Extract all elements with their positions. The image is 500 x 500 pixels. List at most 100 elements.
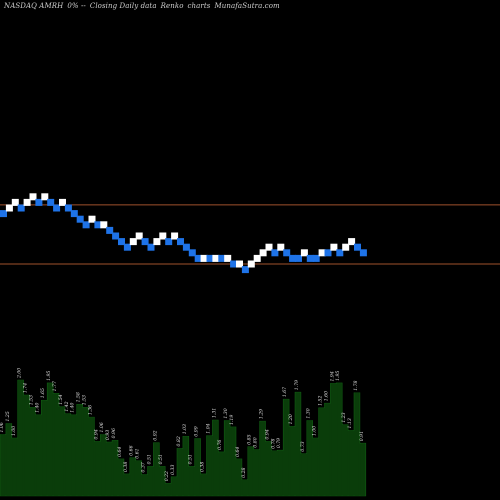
renko-brick — [265, 243, 273, 251]
volume-label: 0.66 — [129, 445, 135, 455]
volume-bar — [48, 382, 53, 496]
renko-brick — [318, 249, 326, 257]
renko-brick — [359, 249, 367, 257]
volume-label: 0.79 — [276, 438, 282, 448]
volume-label: 1.60 — [323, 391, 329, 401]
volume-bar — [195, 438, 200, 496]
renko-brick — [88, 215, 96, 223]
renko-brick — [300, 249, 308, 257]
volume-label: 0.61 — [135, 448, 141, 458]
volume-bar — [337, 382, 342, 496]
volume-bar — [12, 438, 17, 496]
volume-bar — [77, 404, 82, 496]
volume-label: 1.42 — [64, 401, 70, 411]
renko-brick — [123, 243, 131, 251]
volume-bar — [130, 457, 135, 496]
renko-brick — [295, 254, 302, 262]
volume-label: 1.40 — [70, 402, 76, 412]
volume-bar — [254, 449, 259, 496]
volume-label: 1.06 — [99, 422, 105, 432]
volume-label: 0.51 — [188, 454, 194, 464]
volume-bar — [301, 453, 306, 496]
renko-brick — [188, 249, 196, 257]
renko-brick — [11, 198, 19, 206]
volume-bar — [272, 450, 277, 496]
charts-label: charts — [187, 2, 211, 10]
volume-bar — [189, 466, 194, 496]
volume-bar — [1, 434, 5, 496]
renko-brick — [247, 260, 255, 268]
volume-label: 1.31 — [211, 408, 217, 418]
volume-label: 0.38 — [123, 462, 129, 472]
volume-label: 0.96 — [111, 428, 117, 438]
volume-label: 1.00 — [11, 426, 17, 436]
renko-label: Renko — [160, 2, 184, 10]
renko-brick — [354, 243, 361, 251]
volume-bar — [343, 424, 348, 496]
volume-label: 1.79 — [294, 380, 300, 390]
volume-label: 0.28 — [241, 467, 247, 477]
volume-label: 0.33 — [170, 465, 176, 475]
renko-brick — [100, 221, 108, 229]
renko-brick — [0, 210, 7, 218]
renko-brick — [283, 249, 291, 257]
renko-brick — [41, 193, 49, 201]
volume-bar — [349, 430, 353, 496]
renko-brick — [106, 226, 114, 234]
renko-brick — [312, 254, 320, 262]
volume-bar — [278, 450, 283, 496]
volume-bar — [119, 458, 123, 496]
volume-label: 1.52 — [318, 396, 324, 406]
renko-brick — [200, 254, 208, 262]
volume-bar — [201, 473, 206, 496]
volume-bar — [242, 479, 247, 496]
renko-brick — [306, 254, 314, 262]
volume-label: 0.73 — [300, 441, 306, 451]
volume-bar — [42, 400, 47, 496]
volume-label: 0.80 — [253, 437, 259, 447]
volume-label: 0.93 — [105, 430, 111, 440]
volume-bar — [237, 458, 241, 496]
renko-brick — [147, 243, 155, 251]
volume-bar — [54, 393, 58, 496]
volume-bar — [6, 423, 11, 496]
volume-label: 1.77 — [52, 381, 58, 391]
renko-brick — [29, 193, 37, 201]
volume-bar — [331, 383, 336, 496]
volume-label: 1.74 — [23, 383, 29, 393]
renko-brick — [259, 249, 267, 257]
chart-header: NASDAQ AMRH 0% -- Closing Daily data Renko c… — [4, 2, 284, 10]
volume-bar — [60, 406, 64, 496]
renko-brick — [206, 254, 214, 262]
volume-label: 1.06 — [0, 422, 5, 432]
renko-brick — [241, 266, 249, 274]
renko-brick — [129, 238, 137, 246]
volume-label: 1.58 — [76, 392, 82, 402]
volume-label: 0.94 — [264, 429, 270, 439]
volume-bar — [290, 426, 294, 496]
volume-label: 1.53 — [82, 395, 88, 405]
volume-bar — [89, 417, 94, 496]
renko-brick — [70, 210, 78, 218]
volume-label: 1.65 — [40, 388, 46, 398]
volume-label: 0.22 — [164, 471, 170, 481]
ticker-label: NASDAQ AMRH — [4, 2, 64, 10]
volume-label: 1.78 — [353, 380, 359, 390]
renko-brick — [35, 198, 43, 206]
volume-label: 0.51 — [158, 454, 164, 464]
volume-label: 1.04 — [205, 423, 211, 433]
volume-bar — [154, 442, 159, 496]
renko-brick — [324, 249, 332, 257]
volume-bar — [142, 474, 147, 496]
volume-bar — [107, 442, 112, 496]
renko-brick — [82, 221, 90, 229]
volume-label: 0.64 — [117, 447, 123, 457]
renko-brick — [212, 254, 220, 262]
renko-brick — [141, 238, 149, 246]
volume-bar — [207, 435, 212, 496]
renko-brick — [277, 243, 285, 251]
renko-brick — [271, 249, 279, 257]
volume-bar — [307, 420, 312, 496]
volume-label: 0.92 — [152, 430, 158, 440]
renko-brick — [159, 232, 167, 240]
